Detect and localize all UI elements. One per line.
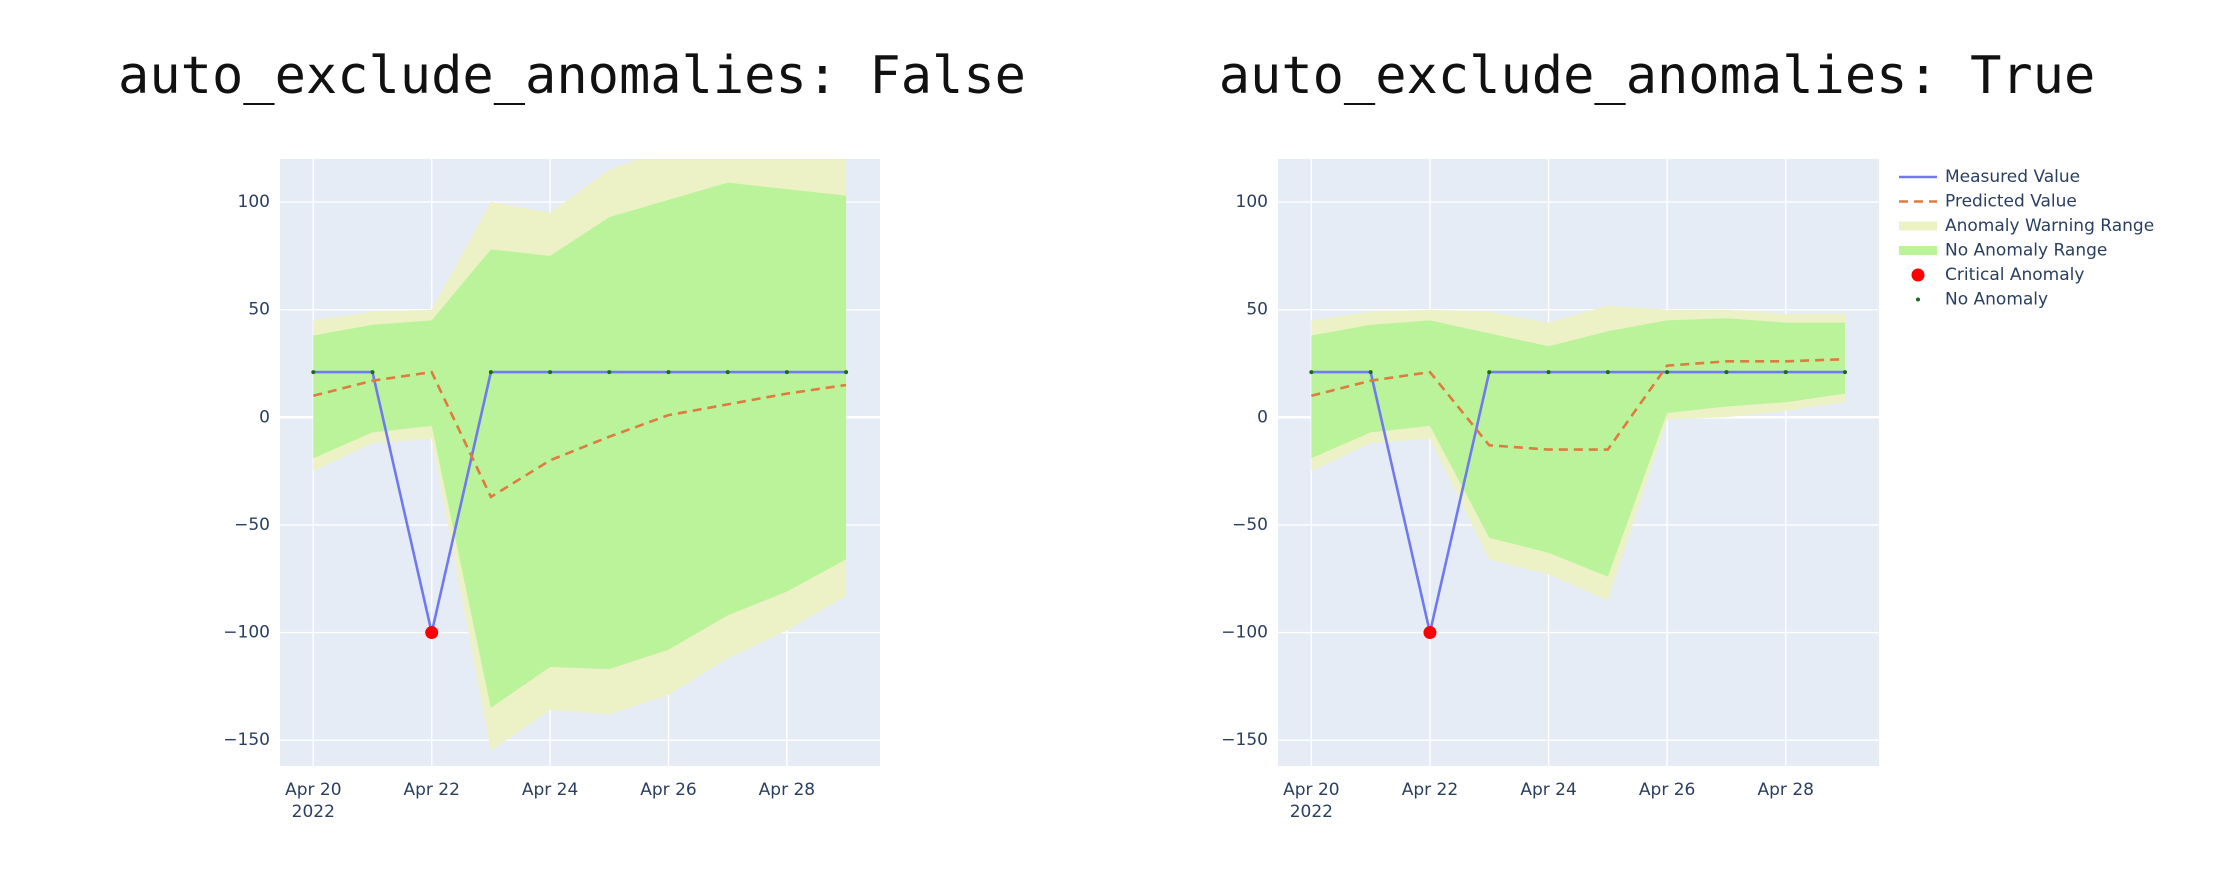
legend-label: Measured Value — [1945, 167, 2080, 187]
chart-title: auto_exclude_anomalies: True — [1219, 46, 2096, 106]
legend-label: No Anomaly Range — [1945, 241, 2107, 261]
y-tick-label: 100 — [1236, 192, 1268, 212]
y-tick-label: 0 — [259, 407, 270, 427]
anomaly-marker — [548, 370, 553, 375]
anomaly-marker — [1546, 370, 1551, 375]
anomaly-marker — [1487, 370, 1492, 375]
y-tick-label: −50 — [234, 515, 270, 535]
anomaly-marker — [607, 370, 612, 375]
x-tick-label: Apr 28 — [759, 780, 815, 800]
x-tick-label: Apr 20 2022 — [1283, 780, 1339, 822]
y-tick-label: −100 — [1221, 623, 1268, 643]
legend-label: Anomaly Warning Range — [1945, 216, 2154, 236]
anomaly-marker — [1423, 626, 1437, 640]
plot-area — [1309, 305, 1848, 640]
y-tick-label: 100 — [238, 192, 270, 212]
x-tick-label: Apr 24 — [522, 780, 578, 800]
y-tick-label: 50 — [1246, 300, 1268, 320]
legend-label: Predicted Value — [1945, 192, 2077, 212]
y-tick-label: 0 — [1257, 407, 1268, 427]
anomaly-marker — [1724, 370, 1729, 375]
legend-symbol — [1911, 268, 1925, 282]
y-tick-label: −50 — [1232, 515, 1268, 535]
anomaly-marker — [1843, 370, 1848, 375]
x-tick-label: Apr 26 — [640, 780, 696, 800]
x-tick-label: Apr 28 — [1758, 780, 1814, 800]
x-tick-label: Apr 22 — [1402, 780, 1458, 800]
y-tick-label: −100 — [223, 623, 270, 643]
range-band — [1311, 318, 1846, 577]
measured-line — [313, 370, 847, 633]
measured-line — [1311, 370, 1846, 633]
anomaly-marker — [784, 370, 789, 375]
plot-area — [311, 159, 849, 751]
anomaly-marker — [1368, 370, 1373, 375]
range-band — [313, 182, 847, 708]
anomaly-marker — [666, 370, 671, 375]
anomaly-marker — [311, 370, 316, 375]
legend-label: No Anomaly — [1945, 290, 2048, 310]
anomaly-marker — [370, 370, 375, 375]
anomaly-marker — [488, 370, 493, 375]
legend-label: Critical Anomaly — [1945, 265, 2084, 285]
y-tick-label: 50 — [248, 300, 270, 320]
anomaly-marker — [425, 626, 439, 640]
chart-title: auto_exclude_anomalies: False — [118, 46, 1026, 106]
x-tick-label: Apr 24 — [1520, 780, 1576, 800]
x-tick-label: Apr 26 — [1639, 780, 1695, 800]
predicted-line — [312, 370, 847, 499]
x-tick-label: Apr 20 2022 — [285, 780, 341, 822]
predicted-line — [1311, 357, 1846, 451]
x-tick-label: Apr 22 — [403, 780, 459, 800]
anomaly-marker — [844, 370, 849, 375]
anomaly-marker — [1665, 370, 1670, 375]
anomaly-marker — [1605, 370, 1610, 375]
y-tick-label: −150 — [223, 730, 270, 750]
anomaly-marker — [1309, 370, 1314, 375]
anomaly-marker — [1783, 370, 1788, 375]
legend-symbol — [1916, 297, 1920, 302]
y-tick-label: −150 — [1221, 730, 1268, 750]
anomaly-marker — [725, 370, 730, 375]
